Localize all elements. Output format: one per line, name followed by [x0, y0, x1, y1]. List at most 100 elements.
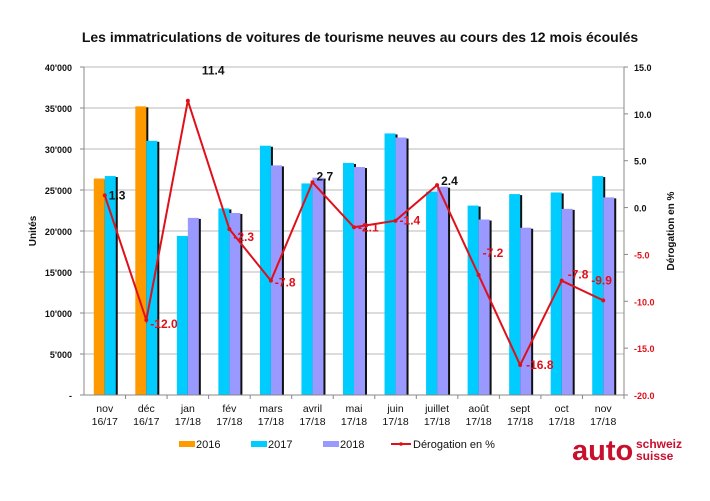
x-tick-label: nov: [96, 403, 114, 415]
x-tick-label: 17/18: [549, 416, 575, 428]
bar-2018: [312, 177, 324, 395]
line-point: [310, 180, 315, 185]
y-tick-label: 10'000: [45, 309, 72, 319]
y2-tick-label: 0.0: [634, 204, 647, 214]
y2-tick-label: 10.0: [634, 110, 652, 120]
y-tick-label: -: [69, 391, 72, 401]
y2-tick-label: -5.0: [634, 250, 650, 260]
x-tick-label: 17/18: [507, 416, 533, 428]
line-point: [227, 227, 232, 232]
x-tick-label: sept: [510, 403, 530, 415]
bar-2018: [603, 197, 615, 395]
legend-marker: [399, 442, 403, 446]
bar-2017: [467, 205, 479, 395]
line-point: [185, 98, 190, 103]
bar-2017: [104, 176, 116, 395]
data-label: -7.2: [483, 246, 504, 260]
line-point: [144, 318, 149, 323]
data-label: 11.4: [202, 64, 225, 78]
line-point: [518, 363, 523, 368]
x-tick-label: 16/17: [133, 416, 159, 428]
chart-title: Les immatriculations de voitures de tour…: [82, 29, 639, 45]
y2-tick-label: 15.0: [634, 63, 652, 73]
x-tick-label: mars: [259, 403, 282, 415]
bar-2017: [426, 191, 438, 395]
bar-2017: [259, 145, 271, 395]
line-point: [268, 278, 273, 283]
line-point: [352, 225, 356, 230]
y-tick-label: 5'000: [50, 350, 72, 360]
x-tick-label: juillet: [424, 403, 449, 415]
y-tick-label: 40'000: [45, 63, 72, 73]
bar-2017: [592, 176, 604, 395]
x-tick-label: 16/17: [92, 416, 118, 428]
data-label: -9.9: [591, 273, 612, 287]
y-tick-label: 30'000: [45, 145, 72, 155]
bar-2017: [343, 162, 354, 395]
legend-label: Dérogation en %: [413, 439, 495, 451]
bar-2018: [229, 212, 241, 395]
bar-2016: [93, 178, 105, 395]
bar-2017: [384, 133, 396, 396]
y-tick-label: 35'000: [45, 104, 72, 114]
y2-tick-label: -10.0: [634, 297, 655, 307]
bar-2017: [176, 235, 188, 395]
x-tick-label: 17/18: [175, 416, 201, 428]
line-point: [393, 218, 398, 223]
x-tick-label: nov: [595, 403, 613, 415]
data-label: -2.1: [358, 220, 379, 234]
y2-tick-label: -15.0: [634, 344, 655, 354]
line-point: [559, 278, 564, 283]
derogation-line: 1.3 -12.0 11.4 -2.3 -7.8 2.7 -2.1 -1.4 2.4 -7.2 -1…: [102, 64, 612, 372]
x-tick-label: 17/18: [216, 416, 242, 428]
data-label: 1.3: [109, 188, 126, 202]
bar-2018: [520, 227, 532, 395]
legend-label: 2018: [340, 439, 364, 451]
line-point: [102, 193, 107, 198]
x-tick-label: 17/18: [341, 416, 367, 428]
data-label: 2.7: [316, 169, 333, 183]
bar-2018: [354, 167, 365, 395]
bar-2017: [301, 183, 313, 395]
legend-label: 2016: [196, 439, 220, 451]
bar-2018: [478, 219, 490, 395]
y-tick-label: 15'000: [45, 268, 72, 278]
data-label: -7.8: [275, 276, 296, 290]
x-tick-label: 17/18: [424, 416, 450, 428]
x-tick-label: juin: [386, 403, 404, 415]
logo-main: auto: [572, 435, 633, 467]
line-point: [601, 298, 606, 303]
logo-line1: schweiz: [636, 437, 682, 451]
bar-2016: [135, 106, 147, 396]
x-tick-label: mai: [346, 403, 363, 415]
y2-axis-label: Dérogation en %: [666, 191, 677, 270]
legend: 2016 2017 2018 Dérogation en %: [179, 439, 495, 451]
y-axis-label: Unités: [28, 215, 39, 246]
y-tick-label: 20'000: [45, 227, 72, 237]
x-tick-label: août: [468, 403, 489, 415]
x-tick-label: oct: [555, 403, 569, 415]
bar-2018: [395, 137, 407, 395]
data-label: 2.4: [441, 174, 458, 188]
x-tick-label: jan: [180, 403, 195, 415]
data-label: -7.8: [568, 268, 589, 282]
data-label: -1.4: [400, 214, 421, 228]
legend-label: 2017: [268, 439, 292, 451]
bar-2018: [187, 217, 199, 395]
legend-swatch-2017: [251, 441, 267, 447]
data-label: -12.0: [150, 317, 178, 331]
bar-2018: [437, 186, 449, 395]
legend-swatch-2018: [323, 441, 339, 447]
x-tick-label: 17/18: [299, 416, 325, 428]
bar-2017: [218, 208, 230, 395]
logo: auto schweiz suisse: [572, 435, 682, 467]
data-label: -2.3: [233, 230, 254, 244]
x-tick-label: déc: [138, 403, 155, 415]
x-tick-label: fév: [222, 403, 237, 415]
line-point: [476, 273, 481, 278]
logo-line2: suisse: [636, 449, 674, 463]
x-tick-label: 17/18: [382, 416, 408, 428]
data-label: -16.8: [526, 358, 554, 372]
x-tick-label: 17/18: [258, 416, 284, 428]
